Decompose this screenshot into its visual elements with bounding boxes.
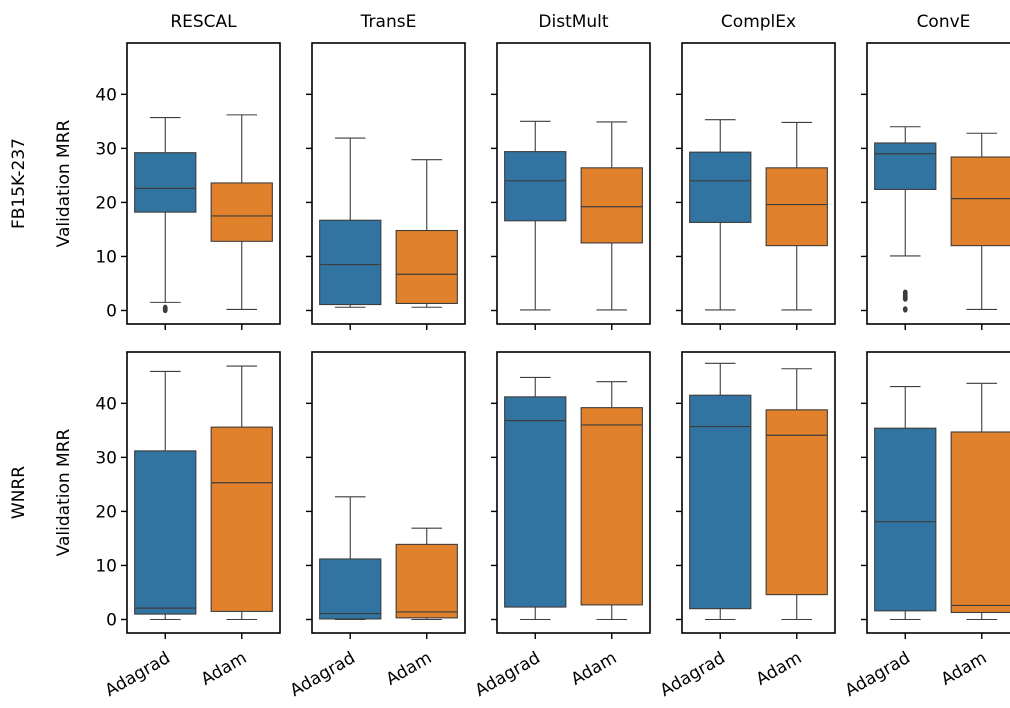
box-iqr bbox=[134, 450, 197, 615]
box-adagrad bbox=[874, 386, 937, 621]
x-tick-label: Adam bbox=[938, 648, 991, 690]
box-adagrad bbox=[504, 120, 567, 311]
panel-title-rescal: RESCAL bbox=[170, 12, 237, 32]
box-iqr bbox=[689, 394, 752, 610]
box-iqr bbox=[580, 167, 643, 244]
y-tick-label: 20 bbox=[95, 193, 117, 213]
box-adam bbox=[210, 114, 273, 310]
box-adam bbox=[580, 381, 643, 621]
panel-wnrr-rescal bbox=[134, 365, 273, 621]
box-iqr bbox=[134, 152, 197, 213]
panel-fb15k-237-transe bbox=[319, 137, 458, 308]
box-adagrad bbox=[134, 370, 197, 621]
box-iqr bbox=[210, 426, 273, 612]
box-iqr bbox=[504, 151, 567, 222]
panel-title-conve: ConvE bbox=[917, 12, 971, 32]
box-adam bbox=[950, 382, 1010, 621]
box-iqr bbox=[210, 182, 273, 242]
box-iqr bbox=[580, 407, 643, 606]
panel-frame bbox=[681, 42, 836, 325]
x-tick-label: Adagrad bbox=[287, 648, 359, 701]
y-tick-label: 0 bbox=[106, 610, 117, 630]
y-tick-label: 30 bbox=[95, 448, 117, 468]
x-tick-label: Adagrad bbox=[102, 648, 174, 701]
box-iqr bbox=[689, 151, 752, 223]
panel-wnrr-complex bbox=[689, 362, 828, 621]
box-adam bbox=[950, 132, 1010, 310]
panel-frame bbox=[496, 351, 651, 634]
box-iqr bbox=[504, 396, 567, 608]
box-adagrad bbox=[319, 137, 382, 308]
panel-wnrr-distmult bbox=[504, 376, 643, 621]
panel-wnrr-transe bbox=[319, 496, 458, 621]
panel-frame bbox=[126, 351, 281, 634]
box-adam bbox=[765, 368, 828, 621]
panel-frame bbox=[126, 42, 281, 325]
box-adagrad bbox=[134, 117, 197, 314]
box-adam bbox=[395, 159, 458, 308]
box-iqr bbox=[874, 142, 937, 190]
y-tick-label: 40 bbox=[95, 394, 117, 414]
box-adam bbox=[395, 527, 458, 621]
y-axis-label: Validation MRR bbox=[54, 119, 74, 247]
y-axis-label: Validation MRR bbox=[54, 428, 74, 556]
y-tick-label: 10 bbox=[95, 556, 117, 576]
outlier-point bbox=[902, 295, 908, 302]
panel-title-transe: TransE bbox=[360, 12, 417, 32]
box-iqr bbox=[395, 543, 458, 619]
panel-frame bbox=[866, 42, 1010, 325]
box-adam bbox=[210, 365, 273, 621]
panel-fb15k-237-conve bbox=[874, 126, 1010, 313]
box-iqr bbox=[874, 427, 937, 612]
box-iqr bbox=[950, 156, 1010, 247]
box-adagrad bbox=[689, 119, 752, 311]
box-iqr bbox=[395, 229, 458, 305]
y-tick-label: 20 bbox=[95, 502, 117, 522]
y-tick-label: 10 bbox=[95, 247, 117, 267]
box-iqr bbox=[765, 409, 828, 596]
y-tick-label: 30 bbox=[95, 139, 117, 159]
panel-frame bbox=[866, 351, 1010, 634]
box-adagrad bbox=[689, 362, 752, 621]
panel-wnrr-conve bbox=[874, 382, 1010, 621]
x-tick-label: Adam bbox=[568, 648, 621, 690]
box-iqr bbox=[765, 167, 828, 247]
row-label-wnrr: WNRR bbox=[9, 466, 29, 519]
box-iqr bbox=[319, 558, 382, 620]
y-tick-label: 40 bbox=[95, 85, 117, 105]
box-adam bbox=[580, 121, 643, 311]
panel-title-complex: ComplEx bbox=[721, 12, 796, 32]
box-iqr bbox=[319, 219, 382, 306]
x-tick-label: Adam bbox=[383, 648, 436, 690]
box-adagrad bbox=[874, 126, 937, 313]
x-tick-label: Adagrad bbox=[657, 648, 729, 701]
panel-frame bbox=[311, 42, 466, 325]
box-adagrad bbox=[319, 496, 382, 621]
panel-frame bbox=[496, 42, 651, 325]
panel-fb15k-237-complex bbox=[689, 119, 828, 311]
outlier-point bbox=[162, 304, 168, 311]
box-iqr bbox=[950, 431, 1010, 614]
x-tick-label: Adagrad bbox=[842, 648, 914, 701]
panel-frame bbox=[681, 351, 836, 634]
panel-title-distmult: DistMult bbox=[538, 12, 609, 32]
y-tick-label: 0 bbox=[106, 301, 117, 321]
panel-frame bbox=[311, 351, 466, 634]
row-label-fb15k-237: FB15K-237 bbox=[9, 138, 29, 229]
outlier-point bbox=[902, 306, 908, 313]
x-tick-label: Adagrad bbox=[472, 648, 544, 701]
box-adagrad bbox=[504, 376, 567, 621]
x-tick-label: Adam bbox=[198, 648, 251, 690]
box-adam bbox=[765, 121, 828, 311]
x-tick-label: Adam bbox=[753, 648, 806, 690]
panel-fb15k-237-rescal bbox=[134, 114, 273, 314]
panel-fb15k-237-distmult bbox=[504, 120, 643, 311]
